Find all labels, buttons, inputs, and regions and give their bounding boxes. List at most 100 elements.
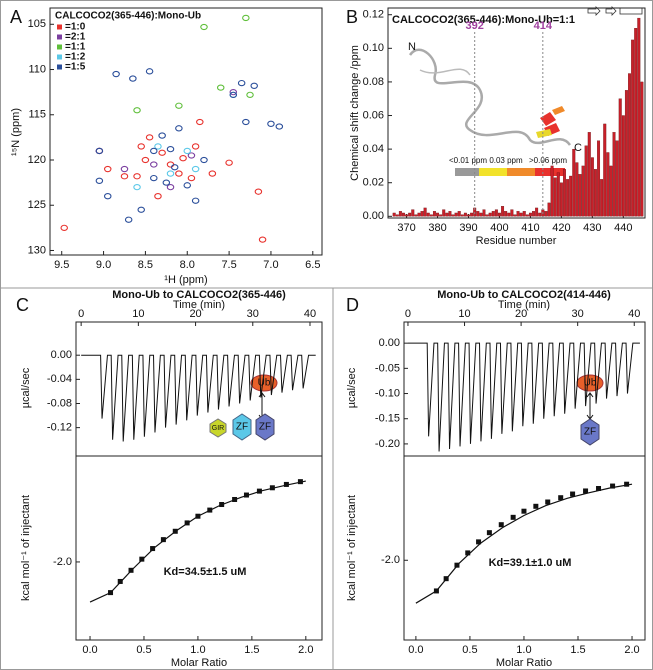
- data-point: [570, 491, 576, 497]
- data-point: [443, 576, 449, 582]
- terminus-label: N: [408, 41, 416, 53]
- peak: [258, 236, 267, 243]
- bar: [550, 165, 554, 217]
- scale-label: 0.03 ppm: [489, 156, 523, 165]
- legend-label: =1:0: [65, 22, 86, 33]
- schematic-label: ZF: [259, 422, 271, 433]
- bar: [612, 132, 616, 217]
- bar: [587, 132, 591, 217]
- backbone: [419, 68, 471, 76]
- x-tick-label: 0.5: [136, 644, 151, 656]
- x-tick-label: 0.0: [408, 644, 423, 656]
- peak: [60, 224, 68, 232]
- bar: [631, 39, 635, 217]
- y-tick-label: -2.0: [381, 554, 400, 566]
- y-tick-label: -0.04: [47, 373, 72, 385]
- plot-frame: [403, 455, 646, 641]
- peak: [158, 149, 166, 156]
- panel-label: A: [10, 7, 22, 27]
- bar: [460, 214, 464, 217]
- bar: [442, 209, 446, 217]
- data-point: [195, 513, 201, 519]
- x-tick-label: 380: [428, 222, 446, 234]
- marker-label: 414: [534, 20, 553, 32]
- y-tick-label: 105: [28, 18, 46, 30]
- bar: [593, 169, 597, 217]
- bar: [457, 211, 461, 217]
- peak: [103, 165, 112, 173]
- bar: [634, 28, 638, 217]
- bar: [532, 211, 535, 217]
- data-point: [476, 539, 482, 545]
- data-point: [184, 520, 190, 526]
- peak: [112, 70, 120, 78]
- y-axis-label: µcal/sec: [346, 367, 358, 408]
- bar: [609, 165, 613, 217]
- x-tick-label: 440: [614, 222, 632, 234]
- peak: [179, 155, 187, 162]
- x-tick-label: 8.0: [180, 259, 195, 271]
- peak: [183, 147, 192, 155]
- bar: [402, 212, 405, 217]
- x-axis-label: Time (min): [498, 299, 550, 311]
- peak: [150, 147, 158, 155]
- data-point: [510, 514, 516, 520]
- backbone: [408, 48, 572, 146]
- data-point: [583, 488, 589, 494]
- peak: [237, 79, 246, 87]
- y-axis-label: ¹⁵N (ppm): [10, 108, 22, 156]
- chart-title: Mono-Ub to CALCOCO2(414-446): [437, 289, 611, 301]
- peak: [175, 170, 183, 177]
- peak: [150, 174, 158, 182]
- bar: [485, 214, 489, 217]
- y-tick-label: -0.12: [47, 422, 72, 434]
- peak: [200, 156, 208, 164]
- peak: [154, 143, 162, 150]
- x-tick-label: 1.5: [244, 644, 259, 656]
- peak: [133, 173, 141, 180]
- data-point: [139, 556, 145, 562]
- x-tick-label: 10: [132, 308, 144, 320]
- data-point: [433, 588, 439, 594]
- bar: [603, 123, 607, 217]
- bar: [411, 209, 415, 217]
- peak: [208, 170, 217, 177]
- bar: [513, 214, 517, 217]
- scale-swatch: [507, 168, 535, 176]
- x-tick-label: 30: [247, 308, 259, 320]
- y-tick-label: 0.06: [363, 109, 384, 121]
- peak: [137, 206, 145, 213]
- data-point: [596, 486, 602, 492]
- x-tick-label: 20: [189, 308, 201, 320]
- x-tick-label: 40: [628, 308, 640, 320]
- bar: [575, 162, 579, 217]
- peak: [166, 145, 175, 153]
- schematic-label: Ub: [584, 378, 597, 389]
- zf-icon: [232, 413, 252, 441]
- plot-frame: [387, 7, 646, 219]
- y-tick-label: 0.00: [379, 337, 400, 349]
- bar: [547, 202, 551, 217]
- bar: [498, 212, 501, 217]
- peak: [187, 174, 196, 182]
- zf-icon: [255, 413, 275, 441]
- y-tick-label: -0.20: [375, 438, 400, 450]
- structure-inset: N C <0.01 ppm 0.03 ppm >0.06 ppm: [408, 41, 582, 176]
- data-point: [610, 483, 616, 489]
- bar: [510, 209, 514, 217]
- peak: [133, 107, 141, 114]
- bar: [572, 148, 576, 217]
- chart-title: CALCOCO2(365-446):Mono-Ub=1:1: [392, 14, 575, 26]
- y-tick-label: 130: [28, 244, 46, 256]
- y-tick-label: 0.02: [363, 177, 384, 189]
- data-point: [558, 495, 564, 501]
- x-tick-label: 370: [397, 222, 415, 234]
- bar: [581, 165, 585, 217]
- data-point: [269, 485, 275, 491]
- x-axis-label: Time (min): [173, 299, 225, 311]
- x-tick-label: 0.0: [82, 644, 97, 656]
- bar: [522, 211, 526, 217]
- helix: [536, 129, 552, 138]
- peak: [242, 14, 250, 22]
